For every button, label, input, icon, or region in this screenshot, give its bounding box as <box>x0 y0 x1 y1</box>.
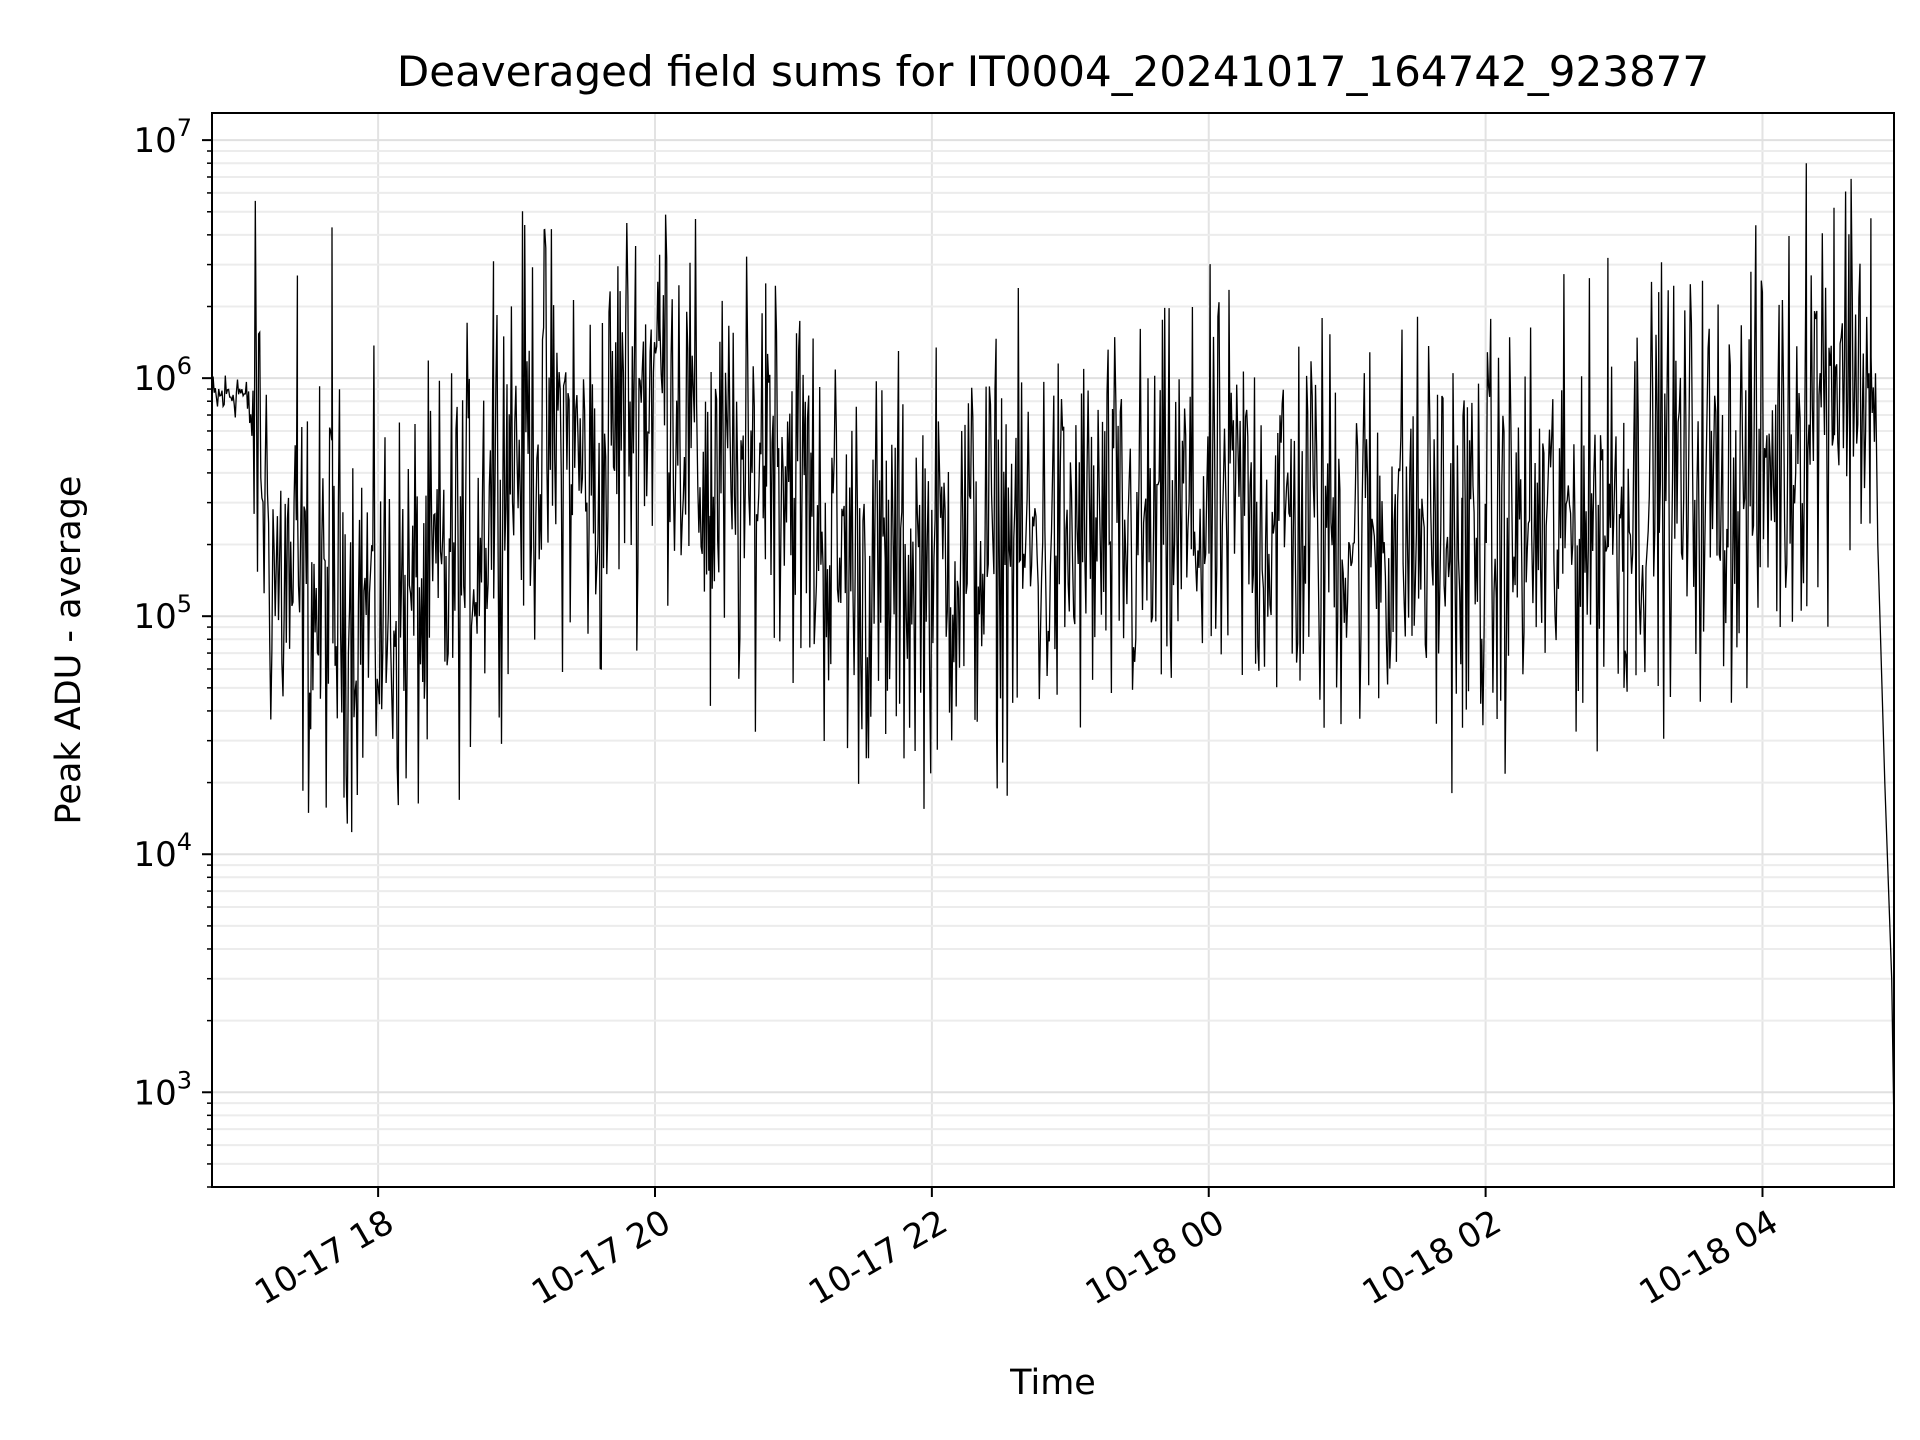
series-line <box>211 163 1895 1130</box>
y-tick-label: 103 <box>133 1066 192 1113</box>
y-tick-label: 107 <box>133 114 192 161</box>
y-tick-label: 106 <box>133 352 192 399</box>
y-tick-label: 105 <box>133 590 192 637</box>
y-axis-label: Peak ADU - average <box>49 476 89 825</box>
chart-title: Deaveraged field sums for IT0004_2024101… <box>397 47 1709 96</box>
x-axis-label: Time <box>1009 1363 1096 1403</box>
series-layer <box>211 163 1895 1130</box>
y-tick-label: 104 <box>133 828 192 875</box>
plot-frame <box>211 112 1895 1188</box>
